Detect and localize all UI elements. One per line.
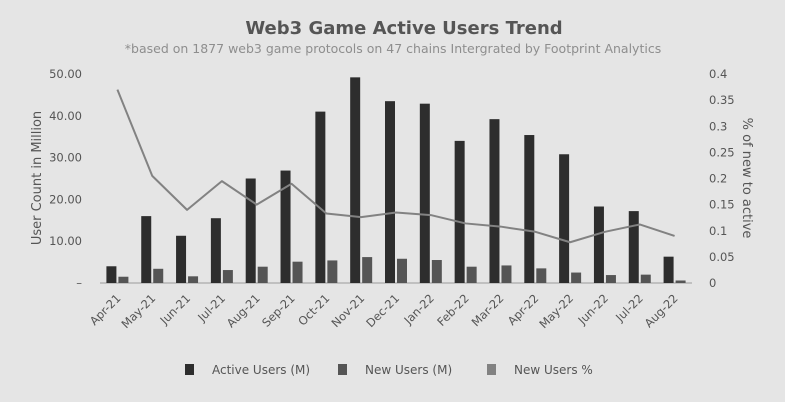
bar-active-users	[664, 257, 674, 283]
bar-new-users	[536, 268, 546, 283]
bar-active-users	[315, 112, 325, 283]
bar-new-users	[153, 269, 163, 283]
y2-tick-label: 0.1	[709, 224, 727, 238]
bar-active-users	[455, 141, 465, 283]
x-tick-label: Sep-21	[259, 291, 298, 330]
y-tick-label: 10.00	[49, 234, 82, 248]
bar-new-users	[432, 260, 442, 283]
y2-tick-label: 0.3	[709, 119, 727, 133]
x-tick-label: Dec-21	[363, 291, 402, 330]
bar-new-users	[571, 273, 581, 283]
y2-tick-label: 0.15	[709, 198, 735, 212]
legend-swatch	[185, 364, 194, 375]
y2-tick-label: 0.35	[709, 93, 735, 107]
x-tick-label: Mar-22	[469, 291, 507, 329]
y-tick-label: 20.00	[49, 192, 82, 206]
x-tick-label: Oct-21	[295, 291, 332, 328]
bar-new-users	[606, 275, 616, 283]
bar-active-users	[176, 236, 186, 283]
bar-active-users	[489, 119, 499, 283]
bar-new-users	[293, 262, 303, 283]
legend-label: Active Users (M)	[212, 363, 310, 377]
bar-new-users	[118, 277, 128, 283]
bar-new-users	[188, 276, 198, 283]
y2-tick-label: 0.2	[709, 172, 727, 186]
bar-active-users	[524, 135, 534, 283]
legend-swatch	[338, 364, 347, 375]
y-tick-label: 40.00	[49, 109, 82, 123]
bar-active-users	[559, 154, 569, 283]
y-tick-label: 30.00	[49, 151, 82, 165]
x-tick-label: Nov-21	[328, 291, 367, 330]
chart-subtitle: *based on 1877 web3 game protocols on 47…	[125, 41, 661, 56]
bar-new-users	[258, 267, 268, 283]
x-tick-label: Jun-21	[157, 291, 194, 328]
x-tick-label: Aug-21	[224, 291, 263, 330]
legend-label: New Users %	[514, 363, 593, 377]
bar-new-users	[362, 257, 372, 283]
legend: Active Users (M) New Users (M) New Users %	[185, 363, 593, 377]
x-tick-label: May-21	[119, 291, 159, 331]
x-tick-label: Jun-22	[574, 291, 611, 328]
bar-new-users	[223, 270, 233, 283]
bar-new-users	[327, 260, 337, 283]
bar-active-users	[420, 104, 430, 283]
bar-active-users	[211, 218, 221, 283]
y2-tick-label: 0.05	[709, 250, 735, 264]
bar-active-users	[350, 77, 360, 283]
bar-new-users	[467, 267, 477, 283]
bar-active-users	[141, 216, 151, 283]
bar-active-users	[629, 211, 639, 283]
y-tick-label: 50.00	[49, 67, 82, 81]
bar-active-users	[385, 101, 395, 283]
x-tick-label: Apr-21	[87, 291, 124, 328]
x-tick-label: Feb-22	[434, 291, 472, 329]
y-tick-label: –	[76, 276, 82, 290]
line-new-users-pct	[117, 90, 674, 243]
bar-active-users	[594, 207, 604, 283]
line-series	[117, 90, 674, 243]
chart-title: Web3 Game Active Users Trend	[245, 18, 562, 39]
y-axis-title: User Count in Million	[30, 111, 45, 245]
legend-label: New Users (M)	[365, 363, 452, 377]
bars	[106, 77, 685, 283]
x-tick-label: Apr-22	[505, 291, 542, 328]
bar-new-users	[641, 275, 651, 283]
legend-swatch	[487, 364, 496, 375]
bar-active-users	[106, 266, 116, 283]
y2-tick-label: 0.4	[709, 67, 727, 81]
bar-new-users	[501, 265, 511, 283]
y2-tick-label: 0.25	[709, 145, 735, 159]
bar-new-users	[397, 259, 407, 283]
bar-active-users	[246, 179, 256, 284]
y2-tick-label: 0	[709, 276, 716, 290]
x-tick-label: May-22	[536, 291, 576, 331]
x-tick-label: Aug-22	[642, 291, 681, 330]
bar-new-users	[676, 280, 686, 283]
x-tick-label: Jan-22	[401, 291, 437, 327]
y2-axis-title: % of new to active	[739, 118, 754, 239]
